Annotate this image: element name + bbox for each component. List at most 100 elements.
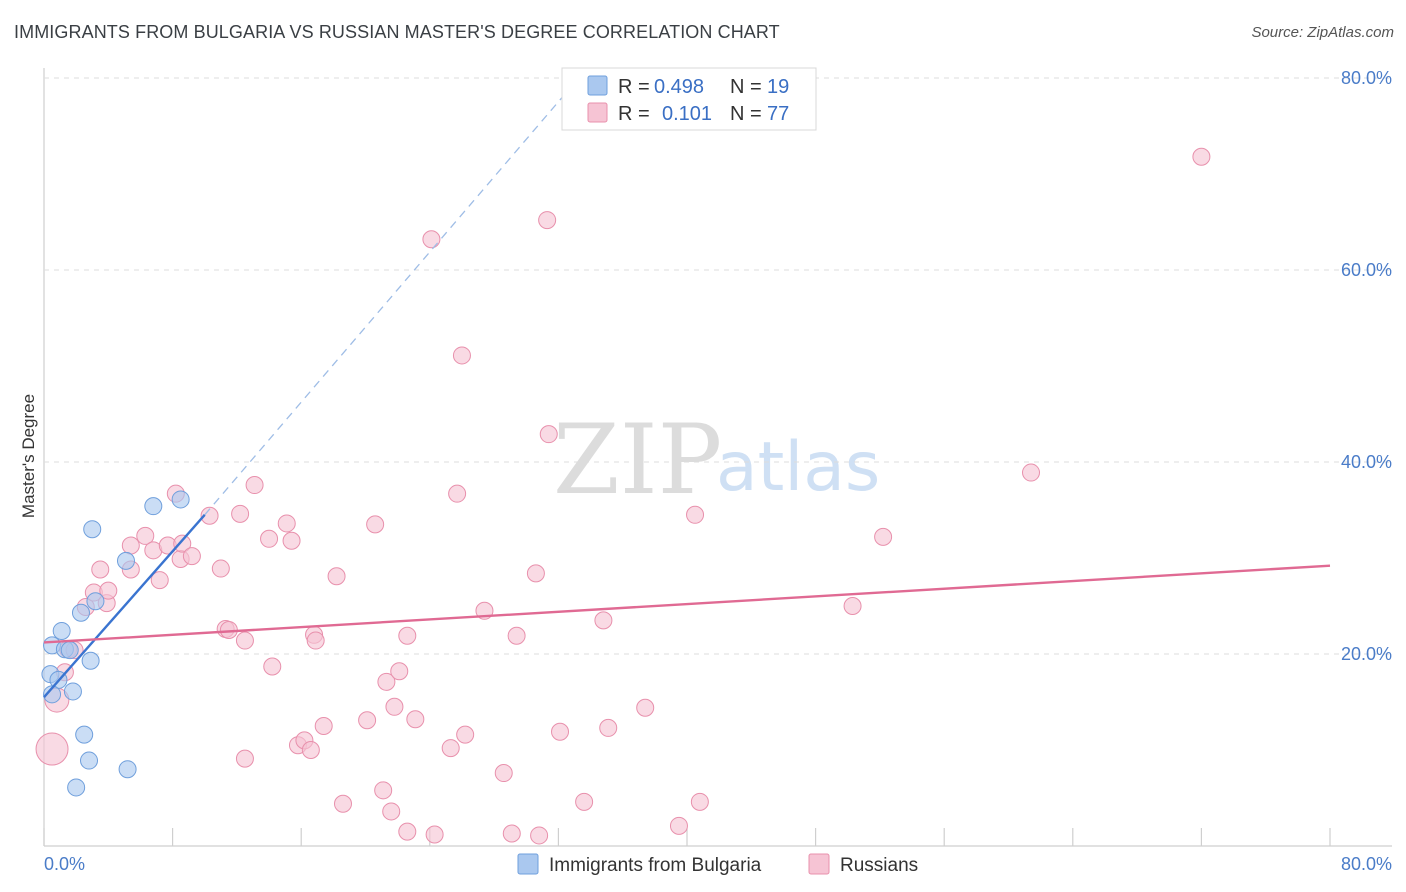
russians-point <box>374 781 393 800</box>
russians-point <box>539 425 558 444</box>
russians-point <box>456 725 475 744</box>
russians-point <box>538 211 557 230</box>
legend-n-label-russians: N = <box>730 103 762 125</box>
y-tick-label: 80.0% <box>1341 68 1392 88</box>
bottom-legend-label-russians: Russians <box>840 855 918 876</box>
bulgaria-point <box>75 725 94 744</box>
russians-point <box>502 824 521 843</box>
russians-trend-line <box>43 564 1331 644</box>
bottom-legend: Immigrants from Bulgaria Russians <box>517 853 918 876</box>
russians-point <box>398 822 417 841</box>
x-tick-label-min: 0.0% <box>44 854 85 874</box>
russians-point <box>327 567 346 586</box>
russians-point <box>636 698 655 717</box>
russians-point <box>448 484 467 503</box>
russians-point <box>874 527 893 546</box>
bulgaria-trend-extension <box>204 91 567 516</box>
legend-swatch-bulgaria <box>587 75 608 96</box>
russians-point <box>526 564 545 583</box>
russians-point <box>494 764 513 783</box>
russians-point <box>377 672 396 691</box>
russians-point <box>121 536 140 555</box>
russians-point <box>422 230 441 249</box>
bulgaria-point <box>80 751 99 770</box>
russians-point <box>301 741 320 759</box>
bulgaria-point <box>52 621 71 640</box>
bulgaria-point <box>60 641 79 660</box>
bottom-legend-swatch-bulgaria <box>517 853 539 875</box>
bulgaria-point <box>67 778 86 797</box>
russians-point <box>441 739 460 758</box>
bulgaria-point <box>63 682 82 701</box>
y-axis-label: Master's Degree <box>19 394 38 518</box>
russians-point <box>1192 147 1211 166</box>
russians-point <box>843 597 862 615</box>
russians-point <box>277 514 296 533</box>
bulgaria-point <box>43 685 62 704</box>
legend-n-value-bulgaria: 19 <box>767 76 789 98</box>
y-tick-label: 40.0% <box>1341 452 1392 472</box>
russians-point <box>263 657 282 676</box>
russians-point <box>235 749 254 768</box>
russians-point <box>200 506 219 525</box>
russians-point <box>530 826 549 845</box>
bulgaria-point <box>86 592 105 611</box>
russians-point <box>314 717 333 735</box>
legend-n-value-russians: 77 <box>767 103 789 125</box>
legend-r-value-russians: 0.101 <box>662 103 712 125</box>
russians-point <box>245 476 264 495</box>
legend-r-label-bulgaria: R = <box>618 76 650 98</box>
russians-point <box>99 581 118 600</box>
russians-point <box>211 559 230 578</box>
russians-point <box>182 547 201 566</box>
watermark-atlas: atlas <box>716 428 880 507</box>
russians-point <box>551 722 570 741</box>
bottom-legend-label-bulgaria: Immigrants from Bulgaria <box>549 855 762 876</box>
bulgaria-point <box>116 551 135 570</box>
russians-point <box>385 697 404 716</box>
grid-lines <box>44 77 1392 655</box>
y-tick-label: 60.0% <box>1341 260 1392 280</box>
series-bulgaria-points <box>41 490 190 797</box>
russians-point <box>406 710 425 729</box>
russians-point <box>686 505 705 524</box>
legend-box: R = 0.498 N = 19 R = 0.101 N = 77 <box>561 67 817 131</box>
russians-point <box>306 631 325 650</box>
series-russians-points <box>35 147 1211 845</box>
y-tick-labels: 20.0% 40.0% 60.0% 80.0% <box>1341 68 1392 664</box>
x-tick-label-max: 80.0% <box>1341 854 1392 874</box>
bulgaria-point <box>81 651 100 670</box>
bulgaria-point <box>171 490 190 509</box>
russians-point <box>173 534 192 553</box>
russians-point <box>390 662 409 681</box>
russians-point <box>333 794 352 813</box>
russians-point <box>690 792 709 811</box>
russians-point <box>507 626 526 645</box>
source-label: Source: ZipAtlas.com <box>1251 24 1394 41</box>
russians-point <box>425 825 444 844</box>
russians-point <box>260 529 279 548</box>
russians-point <box>150 571 169 590</box>
legend-r-value-bulgaria: 0.498 <box>654 76 704 98</box>
legend-swatch-russians <box>587 102 608 123</box>
russians-point <box>1022 463 1041 482</box>
legend-n-label-bulgaria: N = <box>730 76 762 98</box>
russians-point <box>594 611 613 630</box>
bulgaria-point <box>83 520 102 539</box>
chart-title: IMMIGRANTS FROM BULGARIA VS RUSSIAN MAST… <box>14 22 780 42</box>
legend-r-label-russians: R = <box>618 103 650 125</box>
watermark-zip: ZIP <box>553 404 722 516</box>
trend-lines <box>43 91 1331 698</box>
russians-point <box>398 626 417 645</box>
russians-point <box>136 526 155 545</box>
bulgaria-point <box>118 760 137 779</box>
russians-point <box>382 802 401 821</box>
y-tick-label: 20.0% <box>1341 644 1392 664</box>
russians-point <box>669 816 688 835</box>
russians-point <box>575 792 594 811</box>
bulgaria-point <box>144 497 163 516</box>
russians-point <box>366 515 385 534</box>
russians-point <box>282 531 301 550</box>
russians-point <box>91 560 110 579</box>
